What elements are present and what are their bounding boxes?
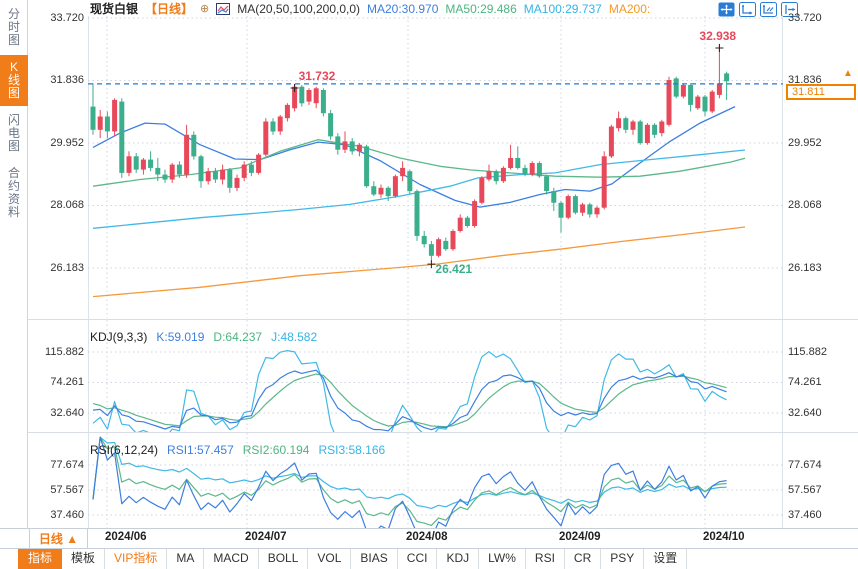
sidebar-item-0[interactable]: 分时图 bbox=[7, 7, 20, 47]
ma100-value: MA100:29.737 bbox=[523, 1, 602, 16]
panel-separator bbox=[28, 432, 858, 433]
period-label[interactable]: 【日线】 bbox=[145, 2, 194, 16]
date-axis-corner bbox=[0, 529, 30, 549]
current-price-tag: 31.811 bbox=[786, 84, 856, 100]
rsi1-value: RSI1:57.457 bbox=[167, 443, 234, 457]
add-overlay-icon[interactable]: ⊕ bbox=[200, 3, 210, 15]
rsi-panel-header: RSI(6,12,24) RSI1:57.457 RSI2:60.194 RSI… bbox=[90, 443, 385, 457]
tab-BOLL[interactable]: BOLL bbox=[259, 549, 309, 569]
kdj-axis-label-right: 32.640 bbox=[788, 406, 822, 419]
ma20-value: MA20:30.970 bbox=[367, 1, 439, 16]
tab-BIAS[interactable]: BIAS bbox=[351, 549, 398, 569]
sidebar-item-2[interactable]: 闪电图 bbox=[7, 113, 20, 153]
kdj-indicator-chart[interactable] bbox=[88, 320, 783, 433]
tab-模板[interactable]: 模板 bbox=[62, 549, 106, 569]
kdj-axis-label-left: 32.640 bbox=[50, 406, 84, 419]
bottom-toolbar: 指标 模板 VIP指标 MA MACD BOLL VOL BIAS CCI KDJ LW% RSI CR… bbox=[0, 549, 858, 569]
x-axis-label: 2024/07 bbox=[245, 531, 287, 543]
date-axis: 日线 ▲ 2024/06 2024/07 2024/08 2024/09 2024/10 bbox=[0, 528, 858, 549]
svg-text:32.938: 32.938 bbox=[699, 29, 736, 43]
price-axis-label-right: 33.720 bbox=[788, 12, 822, 24]
ma-params-label[interactable]: MA(20,50,100,200,0,0) bbox=[237, 1, 360, 16]
pan-icon[interactable] bbox=[718, 2, 735, 17]
tab-PSY[interactable]: PSY bbox=[601, 549, 645, 569]
kdj-panel-header: KDJ(9,3,3) K:59.019 D:64.237 J:48.582 bbox=[90, 330, 317, 344]
rsi-axis-label-right: 37.460 bbox=[788, 509, 822, 521]
rsi-axis-label-right: 57.567 bbox=[788, 484, 822, 496]
tab-指标[interactable]: 指标 bbox=[18, 549, 63, 569]
rsi-axis-label-left: 57.567 bbox=[50, 484, 84, 496]
tab-CR[interactable]: CR bbox=[565, 549, 602, 569]
price-axis-label-left: 31.836 bbox=[50, 74, 84, 87]
symbol-name: 现货白银 bbox=[90, 2, 139, 16]
x-axis-label: 2024/06 bbox=[105, 531, 147, 543]
ma50-value: MA50:29.486 bbox=[445, 1, 517, 16]
rsi-axis-label-left: 37.460 bbox=[50, 509, 84, 521]
x-axis-label: 2024/10 bbox=[703, 531, 745, 543]
kdj-axis-label-left: 115.882 bbox=[45, 346, 84, 358]
price-axis-label-left: 26.183 bbox=[50, 262, 84, 274]
tab-LW%[interactable]: LW% bbox=[479, 549, 526, 569]
x-axis-label: 2024/08 bbox=[406, 531, 448, 543]
kdj-title[interactable]: KDJ(9,3,3) bbox=[90, 330, 148, 344]
price-axis-label-right: 26.183 bbox=[788, 262, 822, 274]
plot-frame bbox=[88, 16, 783, 528]
price-axis-label-left: 33.720 bbox=[50, 12, 84, 24]
price-axis-label-right: 29.952 bbox=[788, 136, 822, 149]
kdj-d-value: D:64.237 bbox=[213, 330, 263, 344]
kdj-k-value: K:59.019 bbox=[156, 330, 205, 344]
candlestick-chart[interactable]: 31.732 32.938 26.421 bbox=[88, 16, 783, 318]
chart-toolbar-icons bbox=[718, 2, 798, 17]
rsi-indicator-chart[interactable] bbox=[88, 433, 783, 528]
tab-设置[interactable]: 设置 bbox=[644, 549, 688, 569]
kdj-axis-label-right: 74.261 bbox=[788, 376, 822, 389]
tab-KDJ[interactable]: KDJ bbox=[437, 549, 480, 569]
x-axis-label: 2024/09 bbox=[559, 531, 601, 543]
tab-VOL[interactable]: VOL bbox=[308, 549, 352, 569]
period-selector-button[interactable]: 日线 ▲ bbox=[30, 529, 88, 549]
panel-separator bbox=[28, 319, 858, 320]
kdj-axis-label-right: 115.882 bbox=[788, 346, 827, 358]
price-axis-label-left: 28.068 bbox=[50, 199, 84, 212]
sidebar-item-3[interactable]: 合约资料 bbox=[7, 166, 20, 219]
tab-CCI[interactable]: CCI bbox=[398, 549, 438, 569]
rsi-title[interactable]: RSI(6,12,24) bbox=[90, 443, 159, 457]
tab-MA[interactable]: MA bbox=[167, 549, 205, 569]
kdj-j-value: J:48.582 bbox=[271, 330, 318, 344]
rsi-axis-label-left: 77.674 bbox=[50, 459, 84, 471]
tab-VIP指标[interactable]: VIP指标 bbox=[105, 549, 168, 569]
svg-text:26.421: 26.421 bbox=[435, 262, 472, 276]
price-axis-label-right: 31.836 bbox=[788, 74, 822, 87]
price-axis-label-right: 28.068 bbox=[788, 199, 822, 212]
ma200-value: MA200: bbox=[608, 1, 651, 16]
chart-header: 现货白银 【日线】 ⊕ MA(20,50,100,200,0,0) MA20:3… bbox=[90, 1, 651, 17]
tab-RSI[interactable]: RSI bbox=[526, 549, 565, 569]
price-up-arrow-icon: ▲ bbox=[843, 68, 853, 79]
rsi-axis-label-right: 77.674 bbox=[788, 459, 822, 471]
rsi3-value: RSI3:58.166 bbox=[318, 443, 386, 457]
kdj-axis-label-left: 74.261 bbox=[50, 376, 84, 389]
svg-text:31.732: 31.732 bbox=[299, 69, 336, 83]
price-axis-label-left: 29.952 bbox=[50, 136, 84, 149]
ma-indicator-icon[interactable] bbox=[216, 2, 231, 15]
rsi2-value: RSI2:60.194 bbox=[242, 443, 310, 457]
shift-right-icon[interactable] bbox=[781, 2, 798, 17]
scale-x-axis-icon[interactable] bbox=[739, 2, 756, 17]
scale-y-axis-icon[interactable] bbox=[760, 2, 777, 17]
tab-MACD[interactable]: MACD bbox=[204, 549, 259, 569]
